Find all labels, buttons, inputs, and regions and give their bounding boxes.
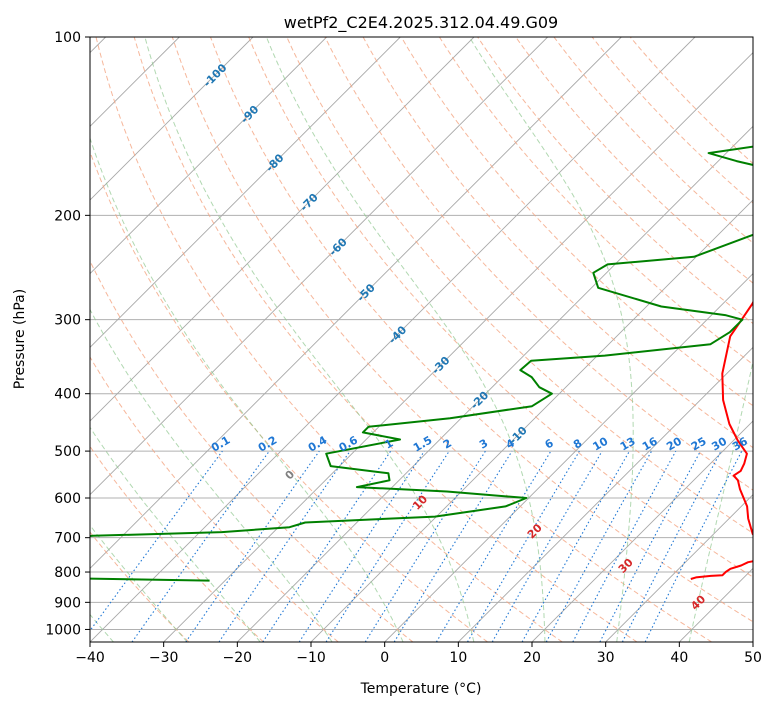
dry-adiabat-line [133,37,638,642]
profile-series [90,145,753,582]
moist-adiabat-line [144,37,475,642]
moist-adiabat-line [90,426,261,642]
isotherm-line [605,494,753,642]
mixing-ratio-line [298,450,425,642]
y-tick-label: 700 [54,531,81,547]
moist-adiabat-line [90,308,333,642]
x-tick-label: 0 [380,650,389,666]
mixing-ratio-line [185,450,320,642]
y-axis-ticks: 1000 900 800 700 600 500 400 300 200 100 [45,30,90,638]
mixing-ratio-line [262,450,392,642]
dry-adiabat-line [438,37,753,366]
isotherm-line [90,37,401,348]
x-tick-label: 40 [670,650,688,666]
x-tick-label: −30 [149,650,179,666]
isotherm-line [384,273,753,642]
y-tick-label: 900 [54,595,81,611]
isotherm-lines [90,37,753,642]
y-axis-label: Pressure (hPa) [12,289,28,389]
dry-adiabat-line [400,37,753,407]
y-tick-label: 100 [54,30,81,46]
isotherm-line [237,125,753,642]
mixing-ratio-line [521,450,630,642]
isotherm-line [163,52,753,642]
isotherm-line [90,37,475,422]
plot-frame [89,36,754,643]
isobar-grid [90,37,753,630]
isotherm-line [90,37,327,275]
dry-adiabat-line [90,531,190,642]
isotherm-line [458,346,753,642]
y-tick-label: 600 [54,491,81,507]
dry-adiabat-line [324,37,753,491]
x-tick-label: 50 [744,650,762,666]
y-tick-label: 300 [54,313,81,329]
y-tick-label: 500 [54,444,81,460]
dry-adiabat-line [90,150,488,642]
chart-title: wetPf2_C2E4.2025.312.04.49.G09 [284,13,558,33]
x-tick-label: −20 [223,650,253,666]
mixing-ratio-line [90,450,223,632]
y-tick-label: 200 [54,208,81,224]
mixing-ratio-line [325,450,450,642]
x-tick-label: 20 [523,650,541,666]
moist-adiabat-line [265,37,546,642]
dry-adiabat-line [171,37,712,642]
isotherm-line [531,420,753,642]
mixing-ratio-line [131,450,270,642]
dewpoint-profile-line [90,145,753,582]
dry-adiabat-line [90,445,264,642]
dry-adiabat-line [210,37,753,623]
mixing-ratio-line [545,450,653,642]
x-axis-ticks: −40 −30 −20 −10 0 10 20 30 40 50 [75,642,762,666]
dry-adiabat-line [90,356,339,642]
x-tick-label: −10 [296,650,326,666]
moist-adiabat-line [90,136,404,642]
dry-adiabat-line [90,259,414,642]
dry-adiabat-line [248,37,753,578]
mixing-ratio-line [218,450,351,642]
dry-adiabat-line [95,37,563,642]
x-tick-label: 10 [449,650,467,666]
isotherm-line [90,37,548,496]
y-tick-label: 400 [54,387,81,403]
y-tick-label: 800 [54,565,81,581]
moist-adiabat-line [688,358,753,642]
isotherm-line [90,37,622,569]
mixing-ratio-line [572,450,677,642]
x-axis-label: Temperature (°C) [360,681,482,697]
isotherm-line [90,37,254,201]
isotherm-line [90,37,696,642]
y-tick-label: 1000 [45,622,81,638]
x-tick-label: 30 [597,650,615,666]
dry-adiabat-line [515,37,753,284]
x-tick-label: −40 [75,650,105,666]
dry-adiabat-lines [90,37,753,642]
temperature-profile-line [690,300,753,580]
mixing-ratio-line [644,450,743,642]
